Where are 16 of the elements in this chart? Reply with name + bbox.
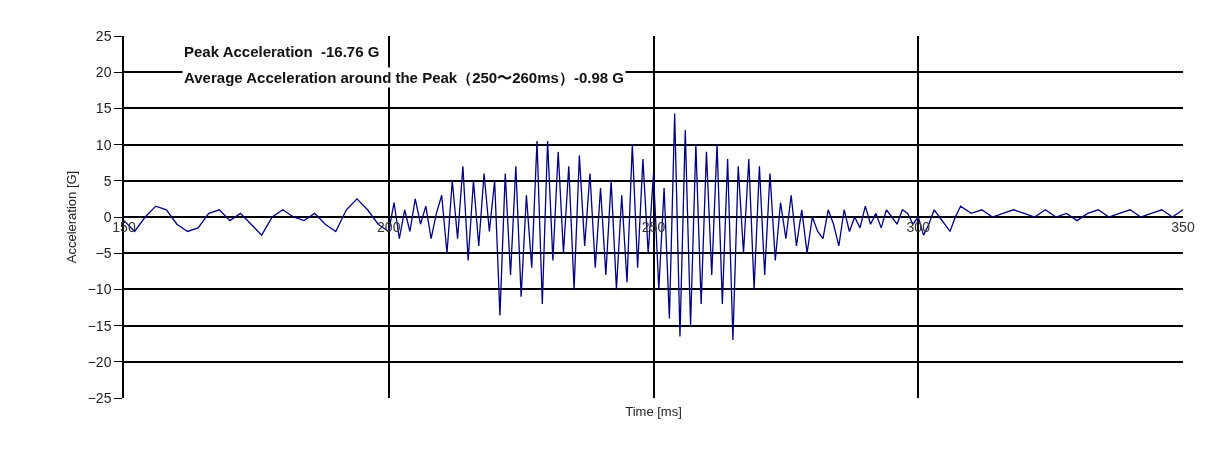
- y-tick-label: 20: [95, 64, 112, 81]
- annotation: Average Acceleration around the Peak（250〜260ms）-0.98 G: [184, 69, 624, 86]
- y-tick-label: −20: [87, 353, 112, 370]
- x-axis-title: Time [ms]: [625, 403, 682, 419]
- y-tick-label: −25: [87, 389, 112, 406]
- y-tick-label: 5: [103, 172, 112, 189]
- y-tick-label: 10: [95, 136, 112, 153]
- y-tick-label: 0: [103, 208, 112, 225]
- y-tick-label: 25: [95, 27, 112, 44]
- y-tick-label: −5: [95, 245, 112, 262]
- y-axis-title: Acceleration [G]: [64, 170, 80, 264]
- x-tick-label: 350: [1171, 219, 1195, 235]
- y-tick-label: −15: [87, 317, 112, 334]
- y-tick-label: 15: [95, 100, 112, 117]
- y-tick-label: −10: [87, 281, 112, 298]
- annotation: Peak Acceleration -16.76 G: [184, 43, 380, 60]
